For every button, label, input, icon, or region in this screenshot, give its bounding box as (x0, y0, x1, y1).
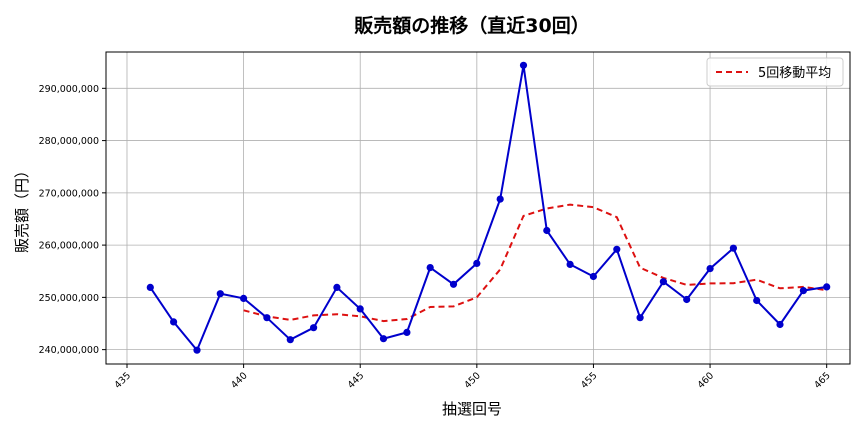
data-point-marker (543, 226, 551, 235)
data-point-marker (240, 294, 248, 302)
data-point-marker (403, 328, 411, 336)
data-point-marker (356, 305, 364, 313)
chart-title: 販売額の推移（直近30回） (354, 14, 589, 37)
legend-box (706, 57, 844, 87)
data-point-marker (333, 283, 341, 291)
data-point-marker (286, 336, 294, 344)
data-point-marker (146, 283, 154, 291)
data-point-marker (683, 295, 691, 304)
x-tick-label: 455 (579, 370, 600, 391)
x-tick-label: 440 (229, 370, 250, 391)
data-point-marker (426, 264, 434, 272)
y-axis: 240,000,000 250,000,000 260,000,000 270,000… (39, 84, 106, 356)
x-tick-label: 450 (462, 370, 483, 391)
x-axis: 435 440 445 450 455 460 465 (113, 364, 833, 391)
data-point-marker (659, 278, 668, 286)
sales-line (149, 65, 827, 353)
data-point-marker (776, 320, 784, 329)
y-axis-label: 販売額（円） (13, 163, 31, 253)
data-point-marker (589, 272, 598, 281)
y-tick-label: 240,000,000 (39, 345, 99, 356)
x-tick-label: 435 (113, 370, 134, 391)
legend: 5回移動平均 (706, 57, 844, 87)
x-axis-label: 抽選回号 (442, 400, 502, 418)
data-point-marker (613, 245, 621, 253)
x-tick-label: 465 (812, 370, 833, 391)
data-point-marker (496, 195, 504, 203)
plot-frame (105, 51, 851, 365)
y-tick-label: 290,000,000 (39, 84, 99, 95)
data-point-marker (706, 265, 714, 273)
grid-lines (106, 52, 850, 364)
data-point-marker (263, 314, 271, 322)
data-point-marker (379, 335, 388, 343)
y-tick-label: 260,000,000 (39, 241, 99, 252)
y-tick-label: 250,000,000 (39, 293, 99, 304)
data-point-marker (566, 260, 574, 268)
data-point-marker (636, 314, 644, 322)
y-tick-label: 270,000,000 (39, 188, 99, 199)
data-point-marker (473, 259, 481, 267)
y-tick-label: 280,000,000 (39, 136, 99, 147)
data-point-marker (193, 346, 201, 354)
data-point-marker (519, 61, 528, 69)
data-point-marker (449, 280, 458, 288)
x-tick-label: 460 (696, 370, 717, 391)
data-point-marker (799, 287, 808, 295)
data-point-marker (310, 324, 318, 332)
data-point-marker (823, 283, 831, 291)
data-point-marker (729, 244, 738, 252)
series-layer (146, 61, 831, 354)
legend-label-moving-average: 5回移動平均 (758, 66, 831, 81)
data-point-marker (753, 296, 761, 305)
data-point-marker (170, 318, 178, 326)
data-point-marker (216, 290, 224, 298)
x-tick-label: 445 (346, 370, 367, 391)
